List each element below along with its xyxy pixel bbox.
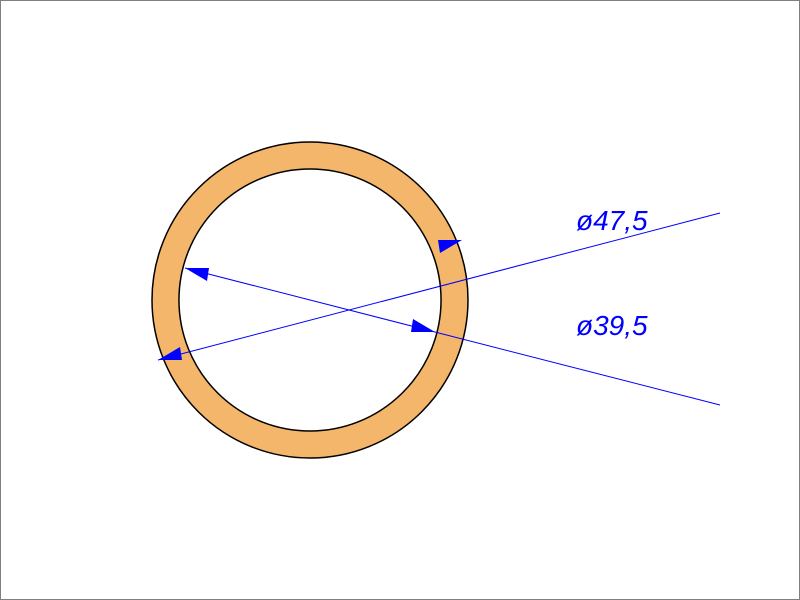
inner-arrow-right [411, 319, 435, 332]
canvas-border [1, 1, 800, 600]
outer-diameter-label: ø47,5 [576, 205, 648, 236]
inner-diameter-label: ø39,5 [576, 310, 648, 341]
inner-arrow-left [185, 268, 209, 281]
drawing-canvas: ø47,5 ø39,5 [0, 0, 800, 600]
